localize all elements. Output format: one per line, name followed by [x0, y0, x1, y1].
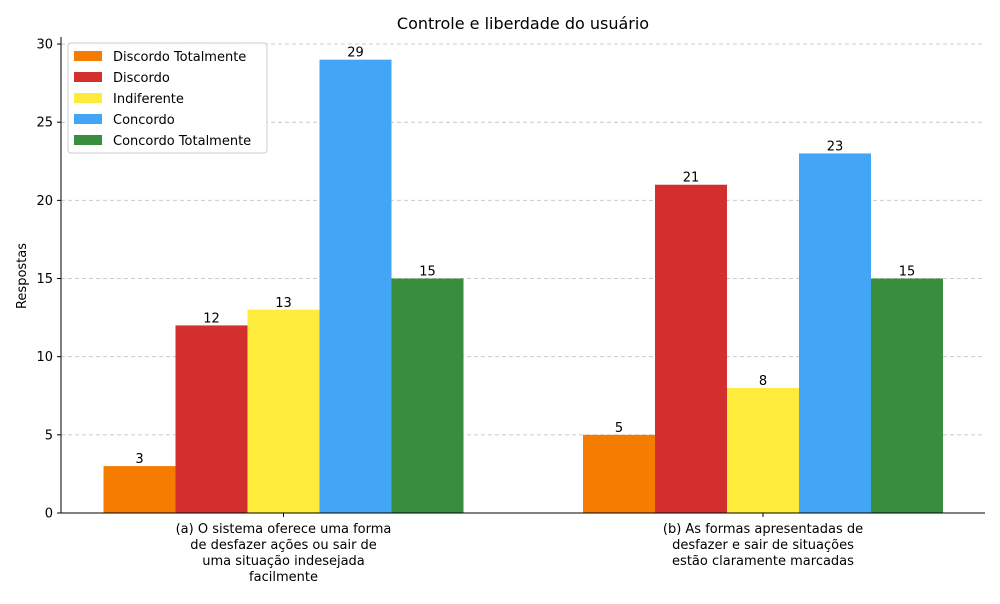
legend-swatch — [74, 93, 102, 103]
legend: Discordo Totalmente Discordo Indiferente Co… — [67, 42, 268, 154]
y-tick-label: 5 — [45, 428, 53, 443]
y-tick-label: 10 — [36, 350, 53, 365]
legend-label: Concordo Totalmente — [113, 134, 251, 149]
bar — [583, 434, 655, 513]
bars — [103, 59, 943, 514]
y-tick-label: 0 — [45, 507, 53, 522]
chart-title: Controle e liberdade do usuário — [397, 14, 649, 33]
y-axis-label: Respostas — [15, 243, 30, 309]
legend-label: Discordo — [113, 71, 170, 86]
data-label: 21 — [683, 171, 700, 186]
bar — [391, 278, 464, 513]
legend-label: Indiferente — [113, 92, 184, 107]
bar — [247, 309, 320, 513]
axes — [60, 37, 985, 514]
x-tick-label: de desfazer ações ou sair de — [190, 538, 377, 553]
data-label: 12 — [203, 311, 220, 326]
data-label: 23 — [827, 139, 844, 154]
x-tick-label: desfazer e sair de situações — [672, 538, 854, 553]
x-tick-label: (a) O sistema oferece uma forma — [176, 522, 392, 537]
x-tick-label: (b) As formas apresentadas de — [663, 522, 863, 537]
bar — [103, 466, 176, 513]
bar — [319, 59, 392, 514]
y-tick-label: 30 — [36, 38, 53, 53]
bar — [871, 278, 943, 513]
bar — [799, 153, 871, 513]
data-label: 15 — [899, 265, 916, 280]
legend-swatch — [74, 135, 102, 145]
x-tick-label: facilmente — [249, 570, 318, 585]
data-label: 15 — [419, 265, 436, 280]
data-label: 29 — [347, 46, 364, 61]
data-label: 8 — [759, 374, 767, 389]
legend-swatch — [74, 114, 102, 124]
legend-swatch — [74, 72, 102, 82]
y-tick-label: 25 — [36, 116, 53, 131]
legend-swatch — [74, 51, 102, 61]
x-tick-label: estão claramente marcadas — [672, 554, 854, 569]
legend-frame — [67, 42, 268, 154]
legend-label: Discordo Totalmente — [113, 50, 246, 65]
bar — [175, 325, 248, 513]
data-label: 3 — [135, 452, 143, 467]
data-label: 5 — [615, 421, 623, 436]
bar — [655, 184, 727, 514]
y-tick-label: 15 — [36, 272, 53, 287]
y-tick-label: 20 — [36, 194, 53, 209]
data-labels: 3 5 12 21 13 8 29 23 15 15 — [135, 46, 915, 467]
legend-label: Concordo — [113, 113, 175, 128]
x-tick-label: uma situação indesejada — [202, 554, 365, 569]
bar — [727, 387, 799, 513]
data-label: 13 — [275, 296, 292, 311]
y-ticks: 0 5 10 15 20 25 30 — [36, 38, 61, 522]
